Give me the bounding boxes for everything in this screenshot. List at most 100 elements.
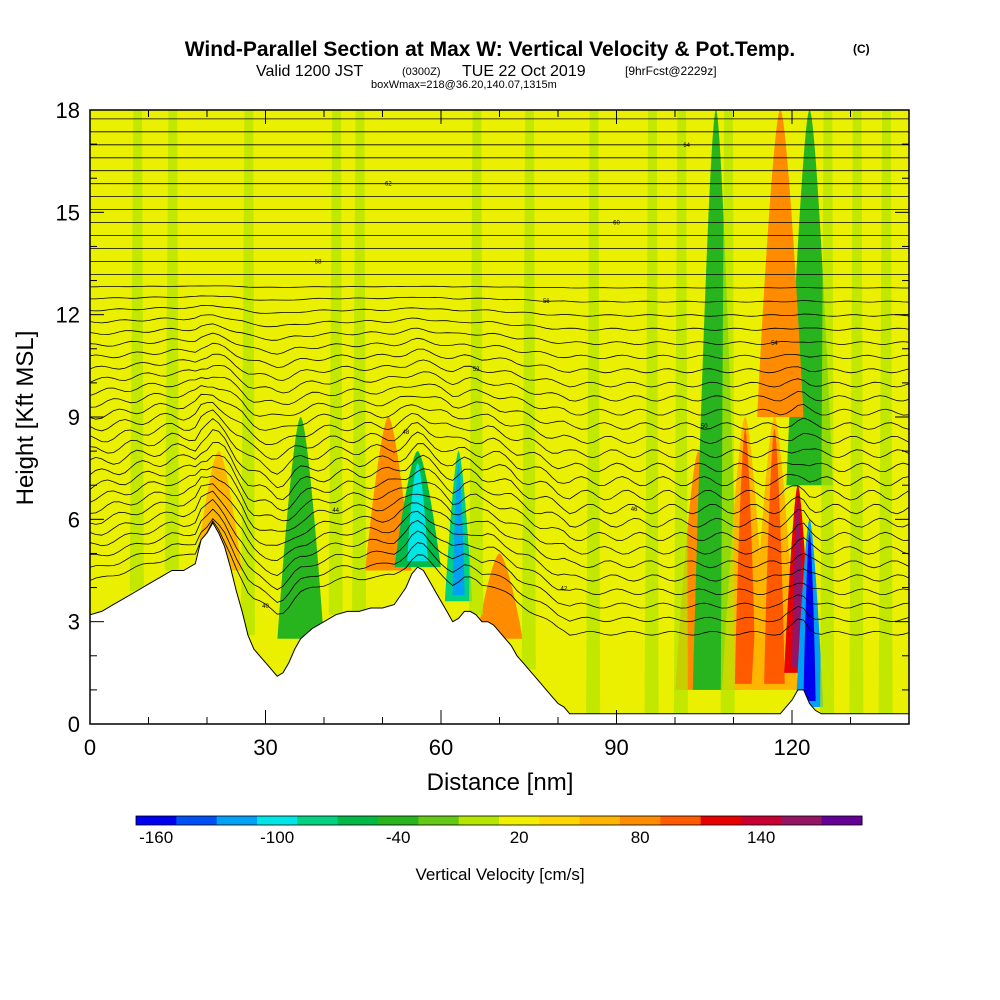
valid-date-text: TUE 22 Oct 2019 (462, 63, 586, 80)
theta-contour-label: 40 (262, 604, 269, 610)
x-tick-label: 0 (84, 735, 96, 760)
theta-contour-line (90, 409, 909, 473)
theta-contour-line (90, 332, 909, 360)
velocity-feature (757, 110, 804, 417)
weak-downdraft-band (240, 110, 255, 636)
velocity-core (734, 429, 756, 684)
theta-contour-line (90, 520, 909, 636)
velocity-feature (277, 417, 324, 639)
weak-downdraft-band (469, 110, 484, 615)
theta-contour-line (90, 508, 909, 609)
theta-contour-line (90, 342, 909, 374)
valid-time-text: Valid 1200 JST (256, 63, 364, 80)
weak-downdraft-band (521, 110, 536, 670)
x-tick-label: 90 (604, 735, 628, 760)
y-axis: 0 3 6 9 12 15 18 (56, 98, 909, 737)
theta-contours: 40 42 44 46 48 50 52 54 56 58 60 62 64 66 (90, 104, 909, 636)
weak-downdraft-band (164, 110, 179, 571)
colorbar-swatch (700, 816, 742, 825)
colorbar-swatch (660, 816, 702, 825)
theta-contour-label: 60 (613, 221, 620, 227)
theta-contour-line (90, 376, 909, 416)
y-tick-label: 6 (68, 507, 80, 532)
box-info-text: boxWmax=218@36.20,140.07,1315m (371, 79, 557, 91)
plot-area: 40 42 44 46 48 50 52 54 56 58 60 62 64 66 (90, 104, 909, 724)
velocity-core (407, 463, 428, 562)
weak-downdraft-band (673, 110, 688, 714)
theta-contour-line (90, 483, 909, 569)
velocity-feature (476, 553, 523, 639)
colorbar-label: 140 (747, 828, 775, 847)
colorbar-swatch (499, 816, 540, 825)
colorbar-swatch (176, 816, 218, 825)
x-tick-label: 30 (253, 735, 277, 760)
colorbar-label: 80 (631, 828, 650, 847)
theta-contour-label: 58 (315, 259, 322, 265)
colorbar-label: -100 (260, 828, 294, 847)
theta-contour-line (90, 498, 909, 596)
colorbar-swatch (418, 816, 460, 825)
theta-contour-label: 62 (385, 182, 392, 188)
terrain-mask (90, 521, 909, 724)
y-tick-label: 18 (56, 98, 80, 123)
copyright-mark: (C) (853, 42, 870, 56)
weak-downdraft-band (129, 110, 144, 591)
velocity-core (452, 463, 465, 596)
theta-contour-line (90, 475, 909, 555)
y-axis-label: Height [Kft MSL] (12, 331, 39, 506)
weak-downdraft-band (644, 110, 659, 714)
theta-contour-line (90, 314, 909, 331)
colorbar-label: -160 (139, 828, 173, 847)
weak-downdraft-band (820, 110, 835, 714)
chart-title: Wind-Parallel Section at Max W: Vertical… (185, 38, 796, 61)
theta-contour-line (90, 518, 909, 623)
colorbar-label: -40 (386, 828, 411, 847)
colorbar-swatch (741, 816, 782, 825)
weak-downdraft-band (328, 110, 343, 615)
colorbar-swatch (620, 816, 661, 825)
y-tick-label: 3 (68, 610, 80, 635)
theta-contour-line (90, 442, 909, 515)
theta-contour-label: 66 (455, 104, 462, 110)
theta-contour-label: 50 (701, 424, 708, 430)
colorbar-label: 20 (510, 828, 529, 847)
y-tick-label: 9 (68, 405, 80, 430)
theta-contour-line (90, 490, 909, 582)
colorbar-title: Vertical Velocity [cm/s] (415, 865, 584, 884)
theta-contour-line (90, 385, 909, 430)
x-tick-label: 60 (429, 735, 453, 760)
valid-utc-text: (0300Z) (402, 66, 441, 78)
theta-contour-line (90, 454, 909, 528)
y-tick-label: 12 (56, 303, 80, 328)
colorbar-frame (135, 815, 863, 826)
theta-contour-line (90, 418, 909, 487)
theta-contour-line (90, 353, 909, 388)
theta-contour-line (90, 285, 909, 289)
theta-contour-line (90, 323, 909, 345)
theta-contour-line (90, 429, 909, 501)
colorbar-swatch (579, 816, 621, 825)
colorbar: -160 -100 -40 20 80 140 (135, 815, 863, 847)
theta-contour-line (90, 305, 909, 317)
colorbar-swatch (337, 816, 379, 825)
y-tick-label: 15 (56, 200, 80, 225)
x-axis: 0 30 60 90 120 (84, 110, 910, 760)
colorbar-swatch (781, 816, 823, 825)
colorbar-swatch (257, 816, 298, 825)
colorbar-swatch (136, 816, 177, 825)
colorbar-swatch (821, 816, 863, 825)
theta-contour-label: 52 (473, 367, 480, 373)
x-axis-label: Distance [nm] (427, 769, 574, 796)
theta-contour-line (90, 393, 909, 445)
velocity-core (764, 429, 785, 684)
theta-contour-label: 48 (403, 430, 410, 436)
theta-contour-line (90, 295, 909, 303)
theta-contour-line (90, 364, 909, 402)
theta-contour-line (90, 402, 909, 459)
theta-contour-label: 64 (683, 143, 690, 149)
colorbar-swatch (378, 816, 419, 825)
valid-time-line: Valid 1200 JST (0300Z) TUE 22 Oct 2019 [… (256, 63, 717, 80)
colorbar-swatch (216, 816, 258, 825)
colorbar-swatch (297, 816, 339, 825)
velocity-shading (129, 110, 893, 714)
